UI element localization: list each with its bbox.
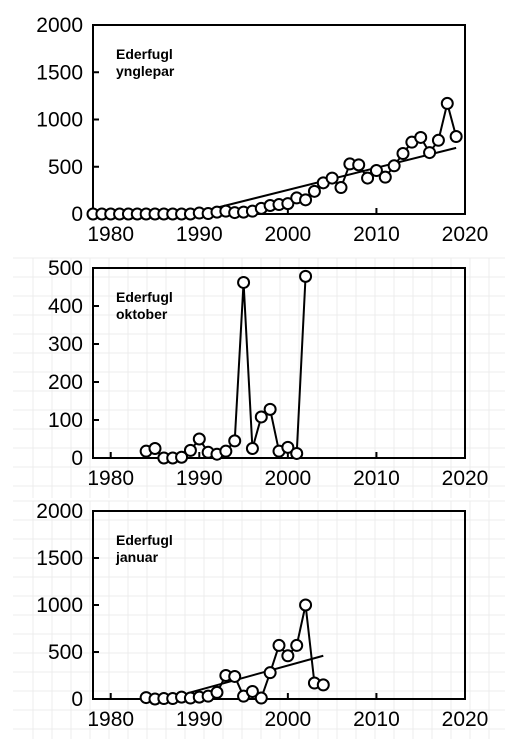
data-point: [361, 171, 375, 185]
panel-title-line: Ederfugl: [116, 532, 173, 548]
panel-title-line: januar: [115, 549, 159, 565]
data-point: [245, 442, 259, 455]
data-point: [334, 181, 348, 195]
x-tick-label: 1980: [87, 708, 134, 731]
data-point: [228, 669, 242, 683]
data-point: [352, 158, 366, 172]
data-point: [449, 130, 463, 144]
x-tick-label: 2020: [442, 223, 489, 246]
y-tick-label: 500: [48, 257, 83, 280]
data-point: [299, 598, 313, 612]
panel-title-line: ynglepar: [116, 63, 175, 79]
x-tick-label: 1990: [176, 467, 223, 490]
grid: [13, 257, 505, 498]
data-point: [290, 638, 304, 652]
y-tick-label: 100: [48, 409, 83, 432]
chart-panel-3: 0 500 1000 1500 2000 1980 1990 2000 2010 2020 Eder…: [13, 500, 505, 739]
data-point: [192, 432, 206, 446]
y-tick-label: 300: [48, 333, 83, 356]
data-point: [210, 685, 224, 699]
x-tick-label: 2020: [442, 467, 489, 490]
x-tick-label: 2020: [442, 708, 489, 731]
y-tick-label: 1000: [36, 594, 83, 617]
data-point: [263, 402, 277, 416]
data-point: [281, 649, 295, 663]
y-tick-label: 500: [48, 641, 83, 664]
data-point: [175, 450, 189, 464]
y-tick-label: 0: [71, 203, 83, 226]
data-point: [387, 159, 401, 173]
chart-panel-2: 0 100 200 300 400 500 1980 1990 2000 2010 2020 Eder…: [13, 257, 505, 498]
x-tick-label: 2010: [353, 223, 400, 246]
data-point: [316, 678, 330, 692]
data-point: [378, 170, 392, 184]
x-tick-label: 1980: [87, 467, 134, 490]
chart-panel-1: 0 500 1000 1500 2000 1980 1990 2000 2010 2020 Eder…: [36, 14, 488, 246]
data-point: [396, 147, 410, 161]
data-point: [245, 684, 259, 698]
series-line: [145, 604, 324, 701]
data-point: [299, 269, 313, 283]
y-tick-label: 1000: [36, 109, 83, 132]
x-tick-label: 2000: [264, 708, 311, 731]
y-tick-label: 2000: [36, 14, 83, 37]
x-tick-label: 1990: [176, 708, 223, 731]
y-tick-label: 0: [71, 447, 83, 470]
panel-title-line: Ederfugl: [116, 289, 173, 305]
data-point: [299, 193, 313, 207]
trend-line: [190, 654, 324, 694]
x-tick-label: 2010: [353, 467, 400, 490]
data-point: [325, 171, 339, 185]
data-point: [272, 638, 286, 652]
y-tick-label: 400: [48, 295, 83, 318]
data-point: [183, 443, 197, 457]
y-tick-label: 2000: [36, 500, 83, 523]
data-point: [440, 96, 454, 110]
data-point: [219, 444, 233, 458]
data-point: [307, 184, 321, 198]
y-tick-label: 1500: [36, 61, 83, 84]
x-tick-label: 2000: [264, 223, 311, 246]
data-point: [228, 434, 242, 448]
x-tick-label: 1980: [87, 223, 134, 246]
y-tick-label: 1500: [36, 547, 83, 570]
data-point: [290, 446, 304, 460]
panel-title-line: oktober: [116, 306, 168, 322]
x-tick-label: 2010: [353, 708, 400, 731]
data-point: [369, 164, 383, 178]
data-point: [281, 440, 295, 454]
data-point: [148, 442, 162, 455]
y-tick-label: 200: [48, 371, 83, 394]
y-tick-label: 500: [48, 156, 83, 179]
x-tick-label: 1990: [176, 223, 223, 246]
data-point: [254, 410, 268, 424]
plot-frame: [92, 267, 466, 459]
x-tick-label: 2000: [264, 467, 311, 490]
y-tick-label: 0: [71, 688, 83, 711]
data-point: [263, 666, 277, 680]
data-point: [237, 275, 251, 289]
data-point: [431, 133, 445, 147]
panel-title-line: Ederfugl: [116, 46, 173, 62]
data-point: [281, 197, 295, 211]
data-point: [414, 130, 428, 144]
data-point: [423, 146, 437, 160]
data-point: [254, 691, 268, 705]
